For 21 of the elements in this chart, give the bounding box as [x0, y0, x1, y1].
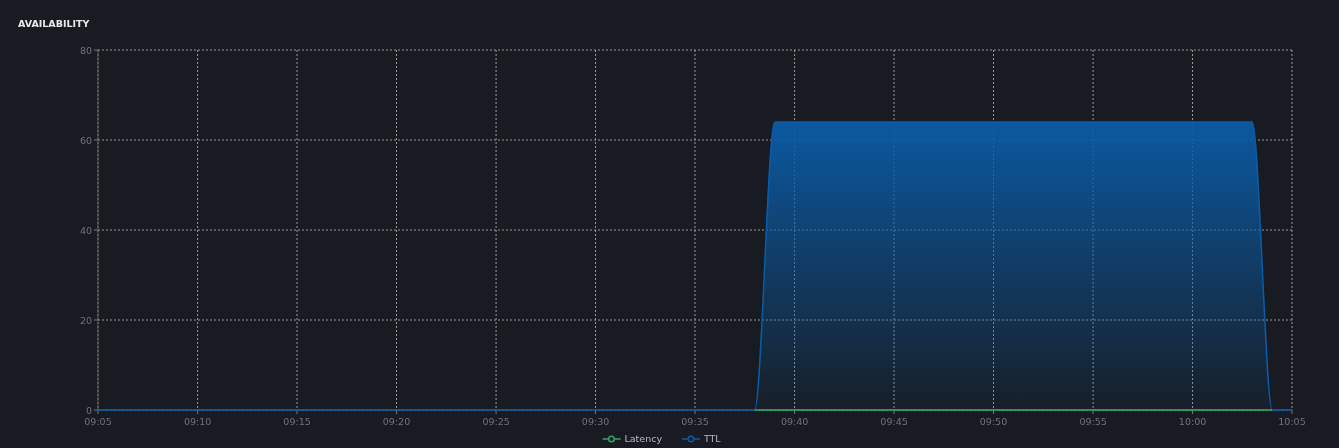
x-tick-label: 09:10: [183, 416, 212, 427]
legend-label: TTL: [702, 433, 722, 444]
x-tick-label: 09:30: [581, 416, 610, 427]
legend-label: Latency: [624, 433, 663, 444]
x-tick-label: 09:25: [482, 416, 510, 427]
y-tick-label: 80: [79, 44, 92, 56]
y-tick-label: 0: [85, 404, 92, 416]
x-tick-label: 10:00: [1178, 416, 1207, 427]
x-tick-label: 09:15: [283, 416, 311, 427]
y-tick-label: 60: [79, 134, 92, 146]
x-tick-label: 09:35: [681, 416, 709, 427]
x-tick-label: 09:05: [84, 416, 112, 427]
chart-title: AVAILABILITY: [18, 18, 90, 29]
x-tick-label: 09:45: [880, 416, 908, 427]
x-tick-label: 09:55: [1079, 416, 1107, 427]
x-tick-label: 09:20: [382, 416, 411, 427]
y-tick-label: 20: [79, 314, 92, 326]
y-tick-label: 40: [79, 224, 92, 236]
x-tick-label: 10:05: [1278, 416, 1306, 427]
x-tick-label: 09:50: [979, 416, 1008, 427]
x-tick-label: 09:40: [780, 416, 809, 427]
